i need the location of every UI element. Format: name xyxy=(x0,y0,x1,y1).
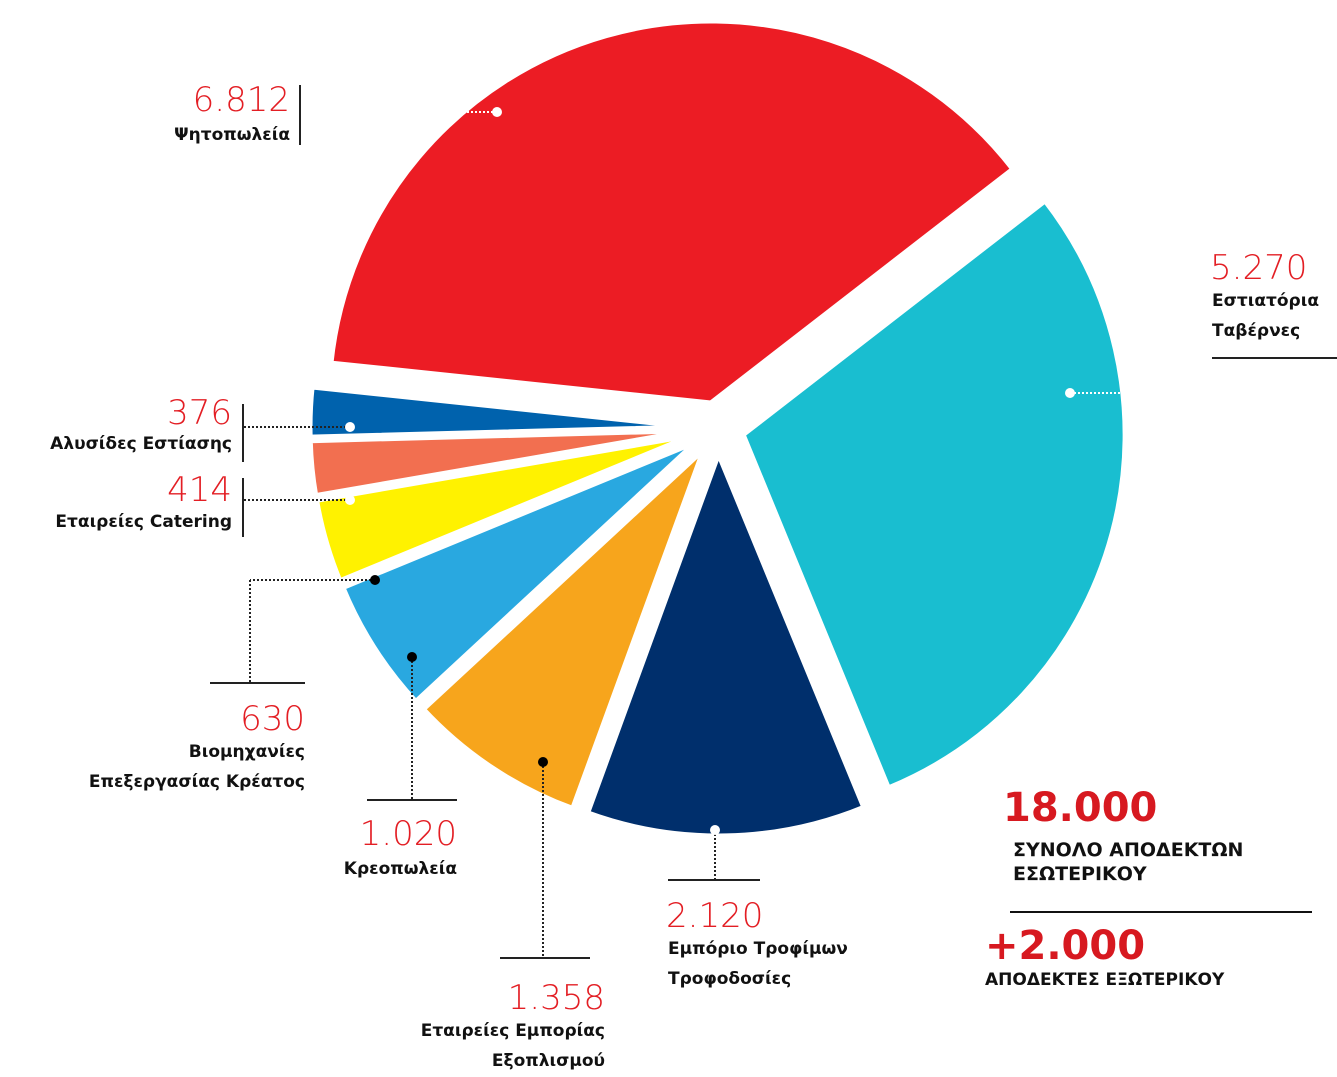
extra-value: +2.000 xyxy=(985,924,1145,968)
category-label: Εστιατόρια Ταβέρνες xyxy=(1212,286,1319,346)
total-caption: ΣΥΝΟΛΟ ΑΠΟΔΕΚΤΩΝ ΕΣΩΤΕΡΙΚΟΥ xyxy=(1013,838,1243,886)
infographic: 18.000 ΣΥΝΟΛΟ ΑΠΟΔΕΚΤΩΝ ΕΣΩΤΕΡΙΚΟΥ +2.00… xyxy=(0,0,1337,1077)
leader-dot xyxy=(538,757,548,767)
value-label: 1.358 xyxy=(508,980,605,1016)
leader-dot xyxy=(710,825,720,835)
value-label: 2.120 xyxy=(666,898,763,934)
value-label: 1.020 xyxy=(360,816,457,852)
leader-dot xyxy=(1065,388,1075,398)
value-label: 414 xyxy=(167,472,232,508)
leader-dot xyxy=(345,495,355,505)
value-label: 630 xyxy=(240,701,305,737)
value-label: 376 xyxy=(167,395,232,431)
category-label: Ψητοπωλεία xyxy=(174,120,290,150)
leader-dot xyxy=(407,652,417,662)
value-label: 6.812 xyxy=(193,82,290,118)
category-label: Εταιρείες Catering xyxy=(55,507,232,537)
category-label: Κρεοπωλεία xyxy=(344,854,457,884)
leader-dot xyxy=(492,107,502,117)
total-value: 18.000 xyxy=(1003,786,1157,830)
extra-caption: ΑΠΟΔΕΚΤΕΣ ΕΞΩΤΕΡΙΚΟΥ xyxy=(985,968,1224,992)
leader-dot xyxy=(345,422,355,432)
leader-dot xyxy=(370,575,380,585)
value-label: 5.270 xyxy=(1210,250,1307,286)
category-label: Εμπόριο Τροφίμων Τροφοδοσίες xyxy=(668,934,848,994)
category-label: Αλυσίδες Εστίασης xyxy=(50,429,232,459)
category-label: Εταιρείες Εμπορίας Εξοπλισμού xyxy=(421,1016,605,1076)
category-label: Βιομηχανίες Επεξεργασίας Κρέατος xyxy=(89,737,305,797)
